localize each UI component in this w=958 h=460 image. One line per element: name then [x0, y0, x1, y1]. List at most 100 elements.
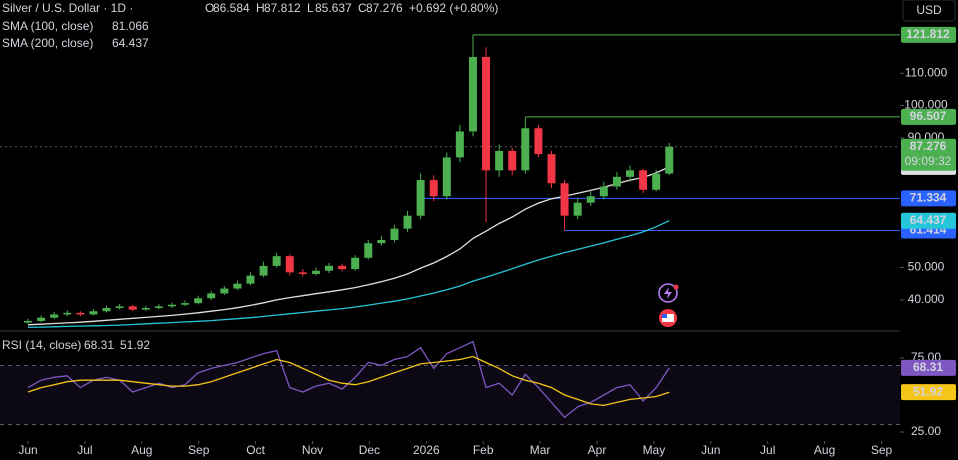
flag-glyph [662, 314, 674, 322]
ohlc-value: 87.812 [264, 1, 301, 15]
ohlc-value: 85.637 [315, 1, 352, 15]
candle-body [364, 243, 373, 258]
candle-body [429, 180, 438, 197]
level-tag-box [901, 190, 956, 207]
chart-title: Silver / U.S. Dollar · 1D · [2, 1, 133, 15]
event-dot [673, 284, 679, 290]
ohlc-letter: C [358, 1, 367, 15]
currency-label: USD [916, 3, 942, 17]
rsi-line [27, 340, 670, 419]
ohlc-value: 87.276 [366, 1, 403, 15]
candle-body [37, 317, 46, 321]
candle-body [665, 146, 674, 174]
x-tick-label: Jul [77, 443, 92, 457]
rsi-line [27, 355, 670, 407]
candle-body [272, 256, 281, 266]
candle-body [115, 306, 124, 308]
candle-body [639, 170, 648, 190]
candle-body [495, 150, 504, 171]
level-tag-text: 121.812 [906, 27, 950, 41]
level-tag-text: 71.334 [910, 191, 947, 205]
current-price-text: 87.276 [910, 139, 947, 153]
candle-body [482, 56, 491, 171]
candle-body [390, 228, 399, 240]
rsi-legend-value: 51.92 [120, 338, 150, 352]
candle-body [194, 298, 203, 304]
x-tick-label: Dec [359, 443, 380, 457]
candle-body [626, 170, 635, 177]
candle-body [586, 196, 595, 203]
sma-line [27, 220, 670, 329]
x-tick-label: 2026 [413, 443, 440, 457]
candle-body [154, 306, 163, 308]
candle-body [403, 215, 412, 229]
x-tick-label: Aug [814, 443, 835, 457]
candle-body [50, 314, 59, 318]
candle-body [233, 283, 242, 289]
x-tick-label: Jun [18, 443, 37, 457]
y-tick-label: 100.000 [904, 98, 948, 112]
level-tag-box [901, 108, 956, 125]
legend-name: SMA (100, close) [2, 19, 93, 33]
candle-body [311, 270, 320, 274]
candle-body [23, 320, 32, 323]
y-tick-label: 50.000 [908, 260, 945, 274]
x-tick-label: Sep [871, 443, 893, 457]
event-icon[interactable] [658, 283, 678, 303]
x-tick-label: Sep [188, 443, 210, 457]
ohlc-letter: L [307, 1, 314, 15]
candle-body [259, 265, 268, 276]
candle-body [351, 257, 360, 270]
x-tick-label: Jun [701, 443, 720, 457]
candle-body [220, 288, 229, 294]
candle-body [508, 150, 517, 171]
rsi-legend-name: RSI (14, close) [2, 338, 81, 352]
rsi-tag-text: 68.31 [913, 360, 943, 374]
candle-body [167, 304, 176, 307]
candle-body [285, 256, 294, 273]
rsi-y-tick-label: 25.00 [911, 424, 941, 438]
level-tag-text: 96.507 [910, 109, 947, 123]
candle-body [442, 157, 451, 197]
candle-body [377, 239, 386, 244]
candle-body [612, 176, 621, 187]
candle-body [128, 306, 137, 310]
rsi-tag-text: 51.92 [913, 384, 943, 398]
candle-body [455, 131, 464, 158]
candle-body [338, 265, 347, 270]
legend-value: 64.437 [112, 36, 149, 50]
x-tick-label: May [643, 443, 666, 457]
x-tick-label: Apr [588, 443, 607, 457]
candle-body [246, 275, 255, 284]
candle-body [102, 307, 111, 312]
candle-body [468, 56, 477, 132]
sma-line [27, 166, 670, 326]
candle-body [207, 293, 216, 299]
candle-body [521, 128, 530, 171]
candle-body [652, 173, 661, 190]
ohlc-letter: H [256, 1, 265, 15]
candle-body [325, 265, 334, 271]
x-tick-label: Mar [530, 443, 551, 457]
legend-name: SMA (200, close) [2, 36, 93, 50]
rsi-legend-value: 68.31 [84, 338, 114, 352]
candle-body [141, 307, 150, 310]
candle-body [416, 180, 425, 216]
rsi-tag-box [901, 359, 956, 376]
y-tick-label: 40.000 [908, 292, 945, 306]
y-tick-label: 110.000 [905, 65, 948, 79]
x-tick-label: Oct [246, 443, 265, 457]
candle-body [76, 312, 85, 315]
candle-body [547, 154, 556, 184]
x-tick-label: Aug [131, 443, 152, 457]
flag-canton [662, 314, 667, 318]
ohlc-value: 86.584 [213, 1, 250, 15]
ohlc-letter: O [205, 1, 214, 15]
candle-body [63, 312, 72, 315]
candle-body [298, 272, 307, 274]
x-tick-label: Feb [473, 443, 494, 457]
rsi-band [0, 365, 900, 425]
icons [658, 283, 679, 327]
currency-button[interactable] [902, 0, 956, 22]
candle-body [534, 128, 543, 155]
